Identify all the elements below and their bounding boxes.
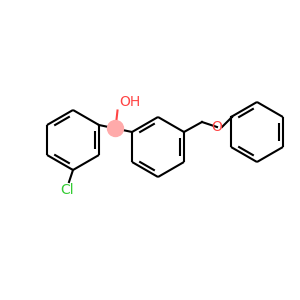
Circle shape <box>107 121 124 136</box>
Text: O: O <box>212 120 222 134</box>
Text: Cl: Cl <box>60 183 74 197</box>
Text: OH: OH <box>119 94 141 109</box>
